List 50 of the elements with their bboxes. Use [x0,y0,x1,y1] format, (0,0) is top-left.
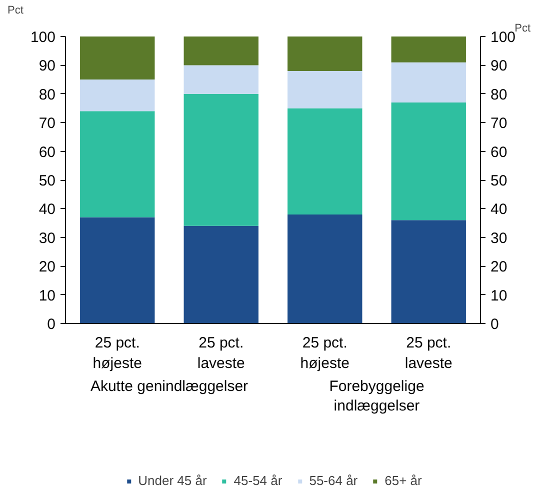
y2-tick-label: 20 [490,258,508,276]
bar [80,80,155,112]
bar [288,36,362,71]
text: Forebyggelige indlæggelser [329,378,424,415]
y-tick-label: 20 [38,258,56,276]
y-axis-title: Pct [8,4,24,16]
y2-tick-label: 50 [490,172,508,190]
y-tick-label: 0 [47,316,56,333]
y-tick-label: 90 [38,58,56,75]
bar [80,217,155,324]
y2-tick-label: 40 [490,201,508,218]
y-tick-label: 100 [30,29,56,46]
x-tick-label: 25 pct. laveste [197,334,245,372]
x-tick-label: 25 pct. højeste [300,334,350,372]
bar [184,226,258,324]
x-tick-label: 25 pct. laveste [404,334,452,372]
y2-tick-label: 70 [490,115,508,132]
y-tick-label: 50 [38,172,56,190]
y-tick-label: 10 [38,287,56,304]
bar [391,62,466,103]
y-tick-label: 30 [38,230,56,247]
y-tick-label: 80 [38,86,56,104]
bar [288,108,362,214]
y-tick-label: 60 [38,144,56,161]
bar [391,36,466,62]
y2-tick-label: 10 [490,287,508,304]
bar [80,111,155,218]
bar [184,65,258,94]
y2-tick-label: 90 [490,58,508,75]
y-tick-label: 70 [38,115,56,132]
x-tick-label: 25 pct. højeste [92,334,142,372]
y-tick-label: 40 [38,201,56,218]
text: Akutte genindlæggelser [90,378,248,395]
y2-tick-label: 100 [490,29,516,46]
bar [184,94,258,226]
y2-tick-label: 60 [490,144,508,161]
y2-tick-label: 80 [490,86,508,104]
legend-label: 65+ år [384,473,422,488]
y2-tick-label: 30 [490,230,508,247]
legend-label: 45-54 år [234,473,282,488]
y2-axis-title: Pct [514,22,531,34]
y2-tick-label: 0 [490,316,499,333]
legend-label: Under 45 år [138,473,207,488]
legend-label: 55-64 år [309,473,358,488]
bar [184,36,258,66]
bar [288,70,362,108]
bar [288,214,362,324]
bar [80,36,155,80]
bar [391,220,466,324]
bar [391,102,466,220]
